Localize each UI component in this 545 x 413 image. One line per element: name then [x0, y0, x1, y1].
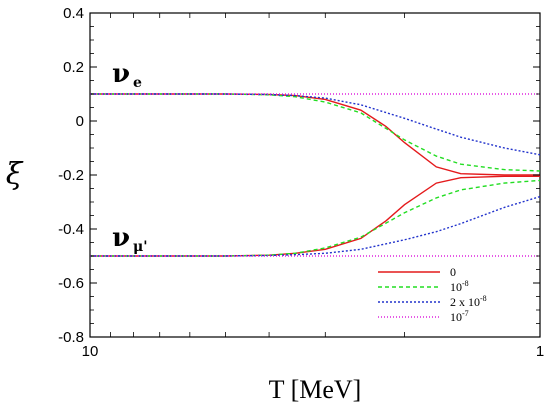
- y-tick-label: -0.4: [58, 221, 84, 238]
- series-0-curve-0: [90, 93, 540, 176]
- y-tick-label: 0: [76, 113, 84, 130]
- data-curves: [90, 93, 541, 257]
- y-axis-title: ξ: [6, 157, 24, 192]
- annotation-subscript-0: e: [133, 75, 142, 91]
- annotation-subscript-1: μ': [133, 239, 148, 255]
- series-1-curve-0: [90, 93, 541, 172]
- x-axis-title: T [MeV]: [269, 375, 362, 404]
- series-2-curve-0: [90, 93, 541, 156]
- annotation-label-0: ν: [112, 59, 130, 89]
- plot-area: [89, 12, 541, 338]
- x-tick-label: 1: [536, 343, 544, 360]
- annotation-label-1: ν: [112, 223, 130, 253]
- legend-label-3: 10-7: [450, 309, 469, 324]
- plot-border: [89, 12, 541, 338]
- y-tick-label: -0.8: [58, 329, 84, 346]
- x-tick-label: 10: [82, 343, 99, 360]
- legend-label-0: 0: [450, 265, 456, 279]
- series-1-curve-1: [90, 179, 541, 257]
- y-tick-label: 0.2: [63, 59, 84, 76]
- y-tick-label: -0.6: [58, 275, 84, 292]
- axes: 0.4 0.2 0 -0.2 -0.4 -0.6 -0.810 1: [58, 5, 544, 360]
- y-tick-label: 0.4: [63, 5, 84, 22]
- annotations: ν eν μ': [112, 59, 148, 255]
- legend: 010-82 x 10-810-7: [378, 265, 487, 324]
- y-tick-label: -0.2: [58, 167, 84, 184]
- legend-label-2: 2 x 10-8: [450, 294, 487, 309]
- series-2-curve-1: [90, 195, 541, 257]
- legend-label-1: 10-8: [450, 279, 469, 294]
